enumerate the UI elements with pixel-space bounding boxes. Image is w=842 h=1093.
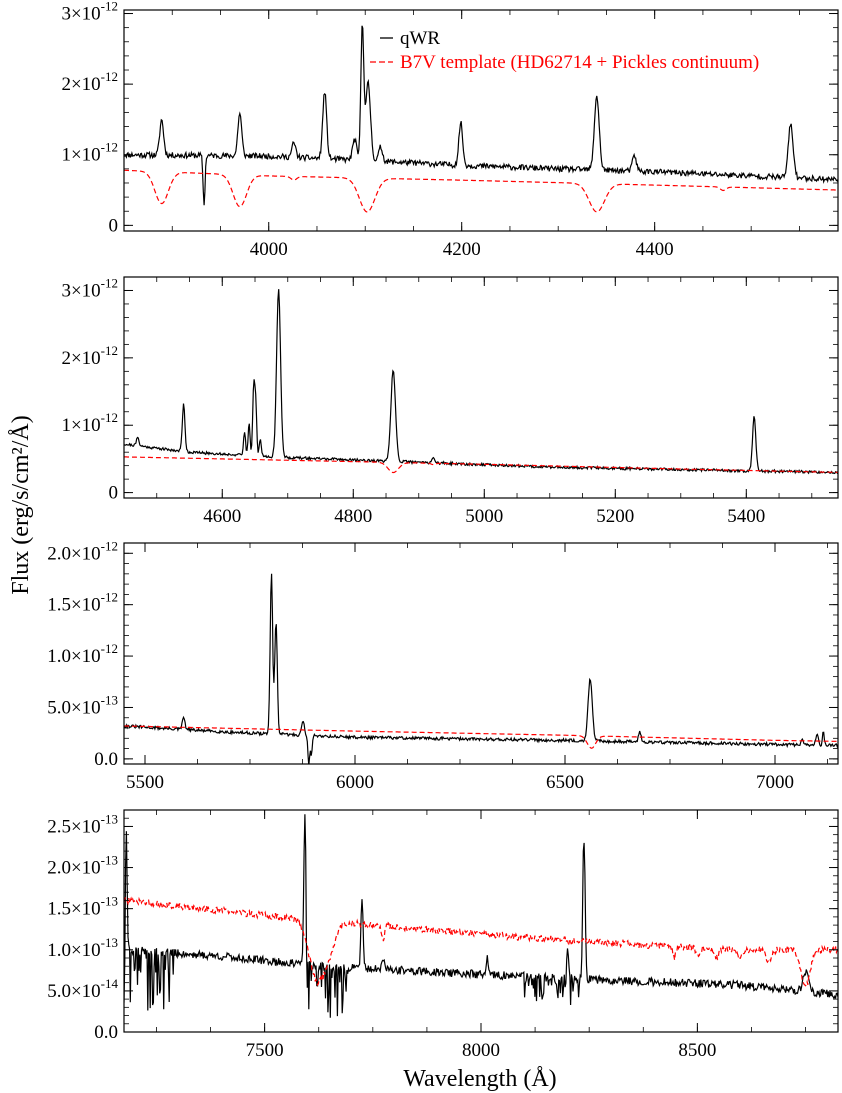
- panel-2-series-b7v-template: [124, 456, 838, 474]
- y-tick-label: 1×10-12: [61, 410, 118, 436]
- y-axis-label: Flux (erg/s/cm²/Å): [8, 415, 34, 594]
- x-tick-label: 5400: [727, 506, 765, 527]
- y-tick-label: 3×10-12: [61, 275, 118, 301]
- x-tick-label: 8500: [678, 1040, 716, 1061]
- x-tick-label: 8000: [462, 1040, 500, 1061]
- y-tick-label: 1.5×10-13: [47, 894, 118, 920]
- x-tick-label: 4800: [334, 506, 372, 527]
- x-tick-label: 4600: [203, 506, 241, 527]
- y-tick-label: 1×10-12: [61, 140, 118, 166]
- y-tick-label: 0.0: [94, 1022, 118, 1043]
- y-tick-label: 1.5×10-12: [47, 590, 118, 616]
- y-tick-label: 0: [109, 483, 119, 504]
- legend-label-b7v-template: B7V template (HD62714 + Pickles continuu…: [400, 52, 759, 73]
- x-tick-label: 4200: [443, 239, 481, 260]
- panel-2-series-qwr: [124, 289, 838, 475]
- panel-3-series-qwr: [124, 573, 838, 764]
- panel-2-frame: [123, 276, 839, 499]
- panel-3: 5500 6000 6500 7000 0.0 5.0×10-13 1.0×10-12 1.5…: [47, 538, 839, 793]
- panel-1-frame: [123, 9, 839, 232]
- y-tick-label: 2.0×10-12: [47, 538, 118, 564]
- y-tick-label: 1.0×10-13: [47, 935, 118, 961]
- y-tick-label: 2×10-12: [61, 343, 118, 369]
- panel-4-frame: [123, 809, 839, 1033]
- y-tick-label: 2.5×10-13: [47, 811, 118, 837]
- y-tick-label: 0.0: [94, 749, 118, 770]
- x-tick-label: 4400: [636, 239, 674, 260]
- x-tick-label: 4000: [250, 239, 288, 260]
- panel-4-series-qwr: [124, 814, 838, 1018]
- panel-4: 7500 8000 8500 0.0 5.0×10-14 1.0×10-13 1.5×10-…: [47, 809, 839, 1061]
- panel-1-series-qwr: [124, 25, 838, 206]
- x-tick-label: 5000: [465, 506, 503, 527]
- panel-4-series-b7v-template: [124, 896, 838, 987]
- x-tick-label: 6500: [546, 772, 584, 793]
- y-tick-label: 3×10-12: [61, 0, 118, 25]
- y-tick-label: 2×10-12: [61, 69, 118, 95]
- y-tick-label: 5.0×10-13: [47, 692, 118, 718]
- y-tick-label: 1.0×10-12: [47, 641, 118, 667]
- panel-2: 4600 4800 5000 5200 5400 0 1×10-12 2×10-12 3×10-…: [61, 275, 839, 527]
- x-axis-label: Wavelength (Å): [403, 1066, 556, 1092]
- x-tick-label: 7500: [246, 1040, 284, 1061]
- x-tick-label: 6000: [336, 772, 374, 793]
- panel-1: 4000 4200 4400 0 1×10-12 2×10-12 3×10-12: [61, 0, 839, 260]
- panel-3-frame: [123, 542, 839, 765]
- x-tick-label: 5200: [596, 506, 634, 527]
- y-tick-label: 0: [109, 215, 119, 236]
- x-tick-label: 7000: [756, 772, 794, 793]
- legend: qWR B7V template (HD62714 + Pickles cont…: [370, 28, 759, 73]
- legend-label-qwr: qWR: [400, 28, 440, 49]
- y-tick-label: 2.0×10-13: [47, 853, 118, 879]
- y-tick-label: 5.0×10-14: [47, 976, 118, 1002]
- panel-1-series-b7v-template: [124, 169, 838, 213]
- x-tick-label: 5500: [126, 772, 164, 793]
